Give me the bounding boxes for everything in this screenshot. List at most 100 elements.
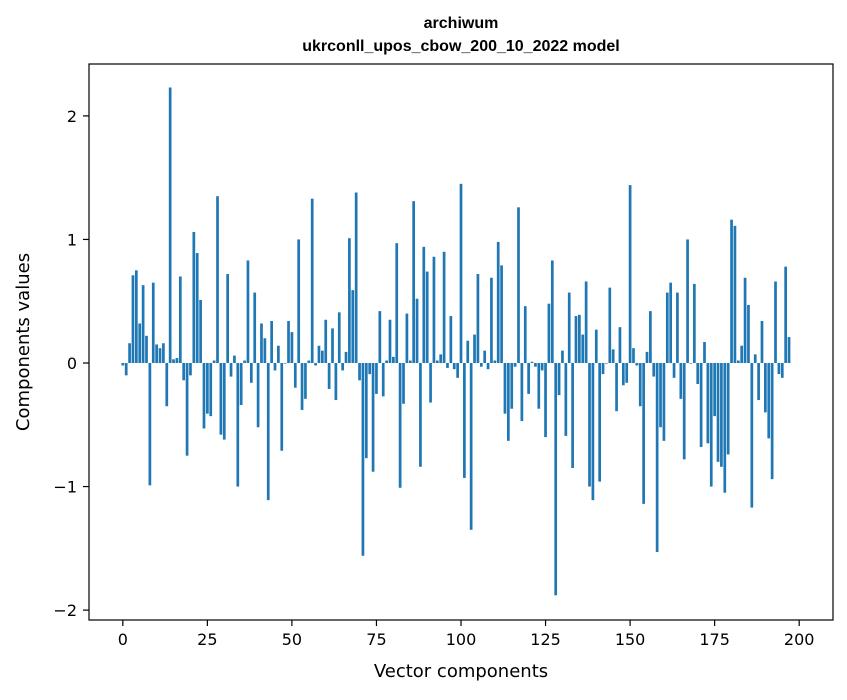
- bar-component-188: [757, 363, 760, 401]
- bar-component-159: [659, 363, 662, 428]
- bar-component-54: [304, 363, 307, 399]
- bar-component-169: [692, 283, 696, 364]
- bar-component-43: [266, 363, 270, 501]
- bar-component-23: [199, 299, 202, 363]
- bar-component-123: [537, 363, 541, 409]
- bar-component-196: [784, 266, 788, 363]
- bar-component-165: [679, 363, 683, 399]
- bar-component-93: [435, 360, 439, 363]
- bar-component-112: [500, 265, 503, 364]
- bar-component-175: [713, 363, 716, 417]
- x-tick-label-125: 125: [530, 630, 561, 649]
- bar-component-3: [131, 275, 135, 363]
- bar-component-17: [178, 276, 182, 364]
- bar-component-30: [222, 363, 226, 440]
- bar-component-89: [422, 246, 426, 363]
- bar-component-31: [226, 274, 230, 363]
- bar-component-117: [517, 207, 520, 363]
- bar-component-149: [625, 363, 629, 383]
- bar-component-69: [354, 192, 358, 364]
- bar-component-146: [615, 363, 618, 412]
- bar-component-10: [155, 344, 158, 363]
- bar-component-79: [388, 319, 392, 363]
- bar-component-130: [561, 350, 564, 364]
- bar-component-97: [449, 316, 453, 363]
- bar-component-92: [432, 256, 436, 364]
- bar-component-73: [368, 363, 372, 375]
- bar-component-0: [121, 363, 125, 366]
- bar-component-177: [720, 363, 723, 467]
- bar-component-20: [189, 363, 192, 376]
- bar-component-145: [611, 349, 615, 363]
- bar-component-11: [158, 348, 162, 364]
- bar-component-52: [297, 239, 301, 364]
- bar-component-126: [547, 303, 551, 364]
- bar-component-13: [165, 363, 169, 407]
- bar-component-25: [206, 363, 209, 414]
- bar-component-94: [439, 354, 443, 364]
- bar-component-15: [172, 359, 175, 364]
- bar-component-179: [726, 363, 730, 455]
- bar-component-189: [760, 321, 764, 364]
- bar-component-2: [128, 343, 131, 364]
- plot-frame: [88, 63, 834, 621]
- bar-component-96: [446, 363, 449, 368]
- bar-component-181: [733, 225, 737, 364]
- y-axis-ticks: −2 −1 0 1 2: [53, 107, 89, 620]
- bar-component-103: [469, 363, 473, 530]
- bar-component-115: [510, 363, 514, 409]
- bar-component-182: [736, 360, 740, 363]
- bar-component-142: [601, 363, 605, 375]
- bar-component-59: [320, 350, 324, 364]
- bar-component-63: [334, 363, 338, 401]
- bar-component-139: [591, 363, 595, 501]
- bar-component-193: [774, 281, 777, 364]
- bar-component-67: [348, 238, 351, 363]
- bar-component-42: [263, 338, 267, 363]
- bar-component-128: [554, 363, 558, 596]
- bar-component-138: [588, 363, 591, 487]
- bar-component-27: [212, 360, 216, 363]
- bar-component-180: [730, 219, 733, 363]
- bar-component-114: [506, 363, 510, 441]
- bar-component-191: [767, 363, 771, 439]
- x-axis-ticks: 0 25 50 75 100 125 150 175 200: [118, 620, 815, 649]
- bar-component-104: [473, 334, 476, 364]
- bar-component-70: [358, 363, 361, 381]
- bar-component-99: [456, 363, 459, 378]
- x-tick-label-0: 0: [118, 630, 128, 649]
- bar-component-55: [307, 360, 311, 363]
- bar-component-35: [239, 363, 243, 406]
- bar-component-187: [753, 354, 757, 364]
- bar-component-105: [476, 274, 480, 363]
- bar-component-150: [628, 185, 632, 363]
- x-tick-label-100: 100: [446, 630, 477, 649]
- bar-component-45: [273, 363, 277, 371]
- bar-component-171: [699, 363, 703, 448]
- x-tick-label-200: 200: [784, 630, 815, 649]
- chart-title: archiwum: [424, 15, 499, 32]
- x-tick-label-25: 25: [197, 630, 217, 649]
- bar-component-36: [243, 360, 246, 363]
- bar-component-49: [287, 321, 290, 364]
- bar-component-41: [260, 323, 263, 364]
- bar-component-185: [747, 304, 750, 363]
- bar-component-7: [145, 335, 148, 363]
- bar-component-28: [216, 196, 219, 363]
- bar-component-184: [743, 277, 747, 363]
- y-tick-label-3: 1: [67, 230, 77, 249]
- bar-component-178: [723, 363, 727, 493]
- bar-component-47: [280, 363, 284, 451]
- bar-component-18: [182, 363, 186, 381]
- y-tick-label-0: −2: [53, 601, 77, 620]
- bar-component-34: [236, 363, 240, 487]
- bar-component-154: [642, 363, 645, 504]
- bar-component-162: [669, 282, 673, 363]
- bar-component-90: [425, 271, 429, 363]
- bar-component-170: [696, 363, 700, 384]
- bar-component-9: [151, 282, 155, 363]
- bar-component-16: [175, 358, 179, 363]
- bar-component-163: [672, 363, 676, 378]
- bar-component-127: [550, 260, 554, 363]
- bar-component-157: [652, 363, 656, 377]
